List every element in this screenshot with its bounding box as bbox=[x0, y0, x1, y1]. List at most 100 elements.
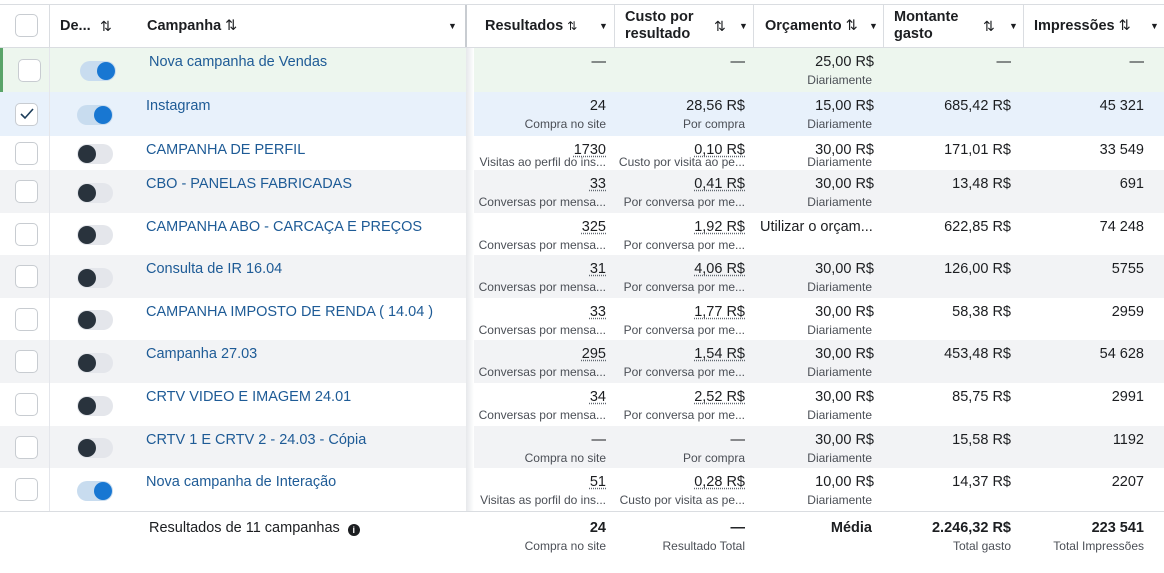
cost-sub: Por conversa por me... bbox=[623, 365, 745, 379]
delivery-toggle[interactable] bbox=[77, 438, 113, 458]
impressions-value: 2959 bbox=[1111, 304, 1144, 320]
table-row[interactable]: Nova campanha de Interação 51 Visitas as p… bbox=[0, 468, 1164, 511]
sort-icon[interactable]: ⇅ bbox=[225, 17, 238, 34]
delivery-toggle[interactable] bbox=[77, 352, 113, 373]
delivery-toggle[interactable] bbox=[77, 105, 113, 125]
delivery-toggle[interactable] bbox=[80, 61, 116, 81]
results-value: 33 bbox=[589, 176, 606, 192]
header-campaign-cell[interactable]: Campanha ⇅ ▼ bbox=[130, 5, 467, 47]
results-sub: Conversas por mensa... bbox=[478, 195, 606, 209]
table-row[interactable]: Campanha 27.03 295 Conversas por mensa... 1… bbox=[0, 340, 1164, 383]
table-row[interactable]: CAMPANHA DE PERFIL 1730 Visitas ao perfil … bbox=[0, 136, 1164, 170]
header-cost-cell[interactable]: Custo por resultado ⇅ ▼ bbox=[615, 5, 754, 47]
delivery-toggle[interactable] bbox=[77, 144, 113, 164]
chevron-down-icon[interactable]: ▼ bbox=[599, 21, 608, 31]
budget-value: 30,00 R$ bbox=[815, 432, 874, 448]
row-checkbox[interactable] bbox=[15, 102, 38, 126]
budget-value: 30,00 R$ bbox=[815, 389, 874, 405]
header-spent-cell[interactable]: Montante gasto ⇅ ▼ bbox=[884, 5, 1024, 47]
impressions-value: 2991 bbox=[1111, 389, 1144, 405]
impressions-value: 691 bbox=[1119, 176, 1144, 192]
row-checkbox[interactable] bbox=[15, 435, 38, 459]
row-checkbox[interactable] bbox=[15, 478, 38, 501]
header-budget-cell[interactable]: Orçamento ⇅ ▼ bbox=[754, 5, 884, 47]
campaign-name-link[interactable]: Consulta de IR 16.04 bbox=[146, 261, 283, 277]
budget-sub: Diariamente bbox=[807, 408, 872, 422]
toggle-knob bbox=[78, 226, 96, 244]
header-results-cell[interactable]: Resultados ⇅ ▼ bbox=[475, 5, 615, 47]
header-spent-line1: Montante bbox=[894, 9, 959, 25]
row-checkbox[interactable] bbox=[15, 265, 38, 288]
chevron-down-icon[interactable]: ▼ bbox=[869, 21, 878, 31]
delivery-toggle[interactable] bbox=[77, 182, 113, 203]
table-row[interactable]: CRTV VIDEO E IMAGEM 24.01 34 Conversas por… bbox=[0, 383, 1164, 426]
delivery-toggle[interactable] bbox=[77, 225, 113, 245]
row-checkbox[interactable] bbox=[15, 393, 38, 416]
table-row[interactable]: Consulta de IR 16.04 31 Conversas por mens… bbox=[0, 255, 1164, 298]
budget-sub: Diariamente bbox=[807, 155, 872, 169]
sort-icon[interactable]: ⇅ bbox=[983, 17, 995, 34]
chevron-down-icon[interactable]: ▼ bbox=[448, 21, 457, 31]
info-icon[interactable]: i bbox=[347, 524, 360, 536]
delivery-toggle[interactable] bbox=[77, 267, 113, 288]
header-campaign-label: Campanha ⇅ bbox=[147, 5, 237, 47]
campaign-name-link[interactable]: CBO - PANELAS FABRICADAS bbox=[146, 176, 353, 192]
table-row[interactable]: Nova campanha de Vendas — — 25,00 R$ Diariam… bbox=[0, 48, 1164, 92]
footer-cost-sub: Resultado Total bbox=[662, 539, 746, 553]
table-row[interactable]: CRTV 1 E CRTV 2 - 24.03 - Cópia — Compra n… bbox=[0, 426, 1164, 468]
row-checkbox[interactable] bbox=[15, 180, 38, 203]
row-checkbox[interactable] bbox=[15, 222, 38, 246]
table-row[interactable]: CAMPANHA IMPOSTO DE RENDA ( 14.04 ) 33 Con… bbox=[0, 298, 1164, 340]
budget-value: 15,00 R$ bbox=[815, 98, 874, 114]
campaign-name-link[interactable]: CRTV VIDEO E IMAGEM 24.01 bbox=[146, 389, 352, 405]
results-sub: Conversas por mensa... bbox=[478, 365, 606, 379]
chevron-down-icon[interactable]: ▼ bbox=[739, 21, 748, 31]
header-impressions-cell[interactable]: Impressões ⇅ ▼ bbox=[1024, 5, 1164, 47]
campaign-name-link[interactable]: CAMPANHA ABO - CARCAÇA E PREÇOS bbox=[146, 219, 423, 235]
header-delivery-cell[interactable]: De... ⇅ bbox=[50, 5, 130, 47]
budget-value: 30,00 R$ bbox=[815, 176, 874, 192]
row-checkbox[interactable] bbox=[15, 350, 38, 373]
cost-value: — bbox=[730, 54, 746, 70]
row-checkbox[interactable] bbox=[15, 141, 38, 165]
table-row[interactable]: CAMPANHA ABO - CARCAÇA E PREÇOS 325 Conver… bbox=[0, 213, 1164, 255]
table-row[interactable]: CBO - PANELAS FABRICADAS 33 Conversas por … bbox=[0, 170, 1164, 213]
header-impressions-label: Impressões ⇅ bbox=[1034, 5, 1131, 47]
sort-icon[interactable]: ⇅ bbox=[567, 18, 578, 33]
row-checkbox[interactable] bbox=[18, 58, 41, 82]
impressions-value: 1192 bbox=[1112, 432, 1144, 448]
header-spent-line2: gasto bbox=[894, 26, 933, 42]
spent-value: 13,48 R$ bbox=[952, 176, 1011, 192]
campaign-name-link[interactable]: CAMPANHA DE PERFIL bbox=[146, 142, 306, 158]
sort-icon[interactable]: ⇅ bbox=[714, 17, 726, 34]
campaign-name-link[interactable]: Instagram bbox=[146, 98, 211, 114]
toggle-knob bbox=[78, 396, 96, 415]
cost-value: 1,92 R$ bbox=[694, 219, 745, 235]
campaign-name-link[interactable]: CRTV 1 E CRTV 2 - 24.03 - Cópia bbox=[146, 432, 367, 448]
results-sub: Visitas ao perfil do ins... bbox=[479, 155, 606, 169]
campaign-name-link[interactable]: Campanha 27.03 bbox=[146, 346, 258, 362]
footer-results-sub: Compra no site bbox=[524, 539, 606, 553]
results-sub: Conversas por mensa... bbox=[478, 280, 606, 294]
cost-sub: Por conversa por me... bbox=[623, 238, 745, 252]
column-divider bbox=[49, 48, 50, 511]
chevron-down-icon[interactable]: ▼ bbox=[1009, 21, 1018, 31]
cost-sub: Por compra bbox=[682, 451, 745, 465]
impressions-value: 54 628 bbox=[1099, 346, 1144, 362]
cost-sub: Por conversa por me... bbox=[623, 280, 745, 294]
campaign-name-link[interactable]: Nova campanha de Vendas bbox=[149, 54, 328, 70]
sort-icon[interactable]: ⇅ bbox=[1118, 17, 1131, 34]
spent-value: 622,85 R$ bbox=[944, 219, 1011, 235]
sort-icon[interactable]: ⇅ bbox=[100, 17, 112, 34]
chevron-down-icon[interactable]: ▼ bbox=[1150, 21, 1159, 31]
delivery-toggle[interactable] bbox=[77, 310, 113, 330]
delivery-toggle[interactable] bbox=[77, 395, 113, 416]
row-checkbox[interactable] bbox=[15, 307, 38, 331]
select-all-checkbox[interactable] bbox=[15, 14, 38, 37]
table-row[interactable]: Instagram 24 Compra no site 28,56 R$ Por com… bbox=[0, 92, 1164, 136]
results-sub: Compra no site bbox=[524, 451, 606, 465]
sort-icon[interactable]: ⇅ bbox=[845, 17, 858, 34]
campaign-name-link[interactable]: Nova campanha de Interação bbox=[146, 474, 337, 490]
delivery-toggle[interactable] bbox=[77, 480, 113, 501]
campaign-name-link[interactable]: CAMPANHA IMPOSTO DE RENDA ( 14.04 ) bbox=[146, 304, 434, 320]
